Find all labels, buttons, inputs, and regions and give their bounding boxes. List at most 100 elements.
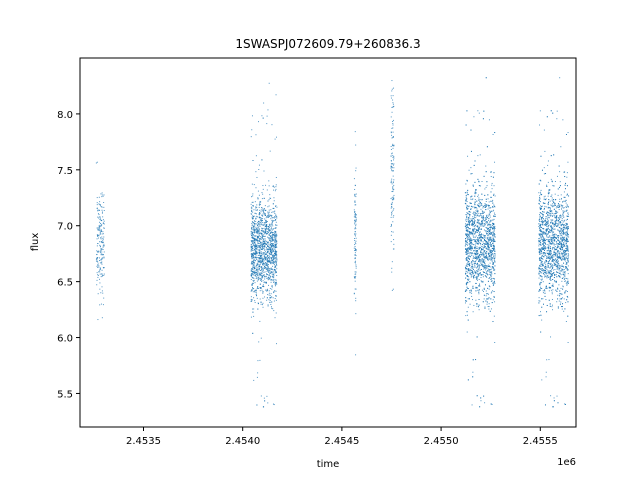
data-point — [487, 228, 489, 230]
data-point — [480, 244, 482, 246]
data-point — [492, 206, 494, 208]
data-point — [493, 268, 495, 270]
data-point — [484, 307, 486, 309]
data-point — [355, 223, 357, 225]
data-point — [465, 203, 467, 205]
data-point — [482, 237, 484, 239]
data-point — [392, 103, 394, 105]
data-point — [487, 298, 489, 300]
data-point — [265, 268, 267, 270]
data-point — [564, 271, 566, 273]
data-point — [493, 262, 495, 264]
data-point — [265, 240, 267, 242]
data-point — [255, 155, 257, 157]
data-point — [482, 219, 484, 221]
data-point — [98, 196, 100, 198]
data-point — [272, 225, 274, 227]
data-point — [257, 229, 259, 231]
data-point — [480, 203, 482, 205]
data-point — [566, 194, 568, 196]
data-point — [487, 249, 489, 251]
data-point — [251, 255, 253, 257]
data-point — [475, 260, 477, 262]
data-point — [466, 216, 468, 218]
data-point — [271, 307, 273, 309]
data-point — [472, 311, 474, 313]
data-point — [97, 263, 99, 265]
data-point — [276, 268, 278, 270]
data-point — [272, 245, 274, 247]
data-point — [468, 224, 470, 226]
data-point — [480, 400, 482, 402]
data-point — [265, 281, 267, 283]
data-point — [97, 235, 99, 237]
data-point — [464, 290, 466, 292]
data-point — [263, 207, 265, 209]
data-point — [100, 238, 102, 240]
data-point — [481, 220, 483, 222]
data-point — [268, 246, 270, 248]
data-point — [258, 236, 260, 238]
data-point — [262, 263, 264, 265]
data-point — [251, 223, 253, 225]
data-point — [471, 218, 473, 220]
data-point — [472, 184, 474, 186]
data-point — [265, 262, 267, 264]
data-point — [490, 220, 492, 222]
data-point — [558, 252, 560, 254]
data-point — [275, 246, 277, 248]
data-point — [268, 274, 270, 276]
data-point — [466, 268, 468, 270]
data-point — [476, 222, 478, 224]
data-point — [254, 239, 256, 241]
data-point — [274, 260, 276, 262]
data-point — [472, 299, 474, 301]
data-point — [478, 222, 480, 224]
data-point — [484, 194, 486, 196]
data-point — [551, 273, 553, 275]
data-point — [490, 257, 492, 259]
data-point — [483, 298, 485, 300]
data-point — [264, 256, 266, 258]
data-point — [472, 259, 474, 261]
data-point — [480, 224, 482, 226]
data-point — [260, 220, 262, 222]
data-point — [467, 250, 469, 252]
data-point — [483, 235, 485, 237]
data-point — [102, 222, 104, 224]
data-point — [254, 253, 256, 255]
data-point — [485, 209, 487, 211]
data-point — [255, 290, 257, 292]
data-point — [97, 210, 99, 212]
data-point — [475, 282, 477, 284]
data-point — [257, 271, 259, 273]
data-point — [490, 280, 492, 282]
data-point — [478, 240, 480, 242]
data-point — [272, 261, 274, 263]
data-point — [98, 235, 100, 237]
data-point — [465, 214, 467, 216]
data-point — [561, 223, 563, 225]
data-point — [476, 207, 478, 209]
data-point — [468, 240, 470, 242]
data-point — [393, 194, 395, 196]
data-point — [390, 145, 392, 147]
data-point — [491, 188, 493, 190]
data-point — [354, 231, 356, 233]
data-point — [473, 250, 475, 252]
data-point — [252, 291, 254, 293]
data-point — [473, 211, 475, 213]
data-point — [474, 248, 476, 250]
data-point — [266, 258, 268, 260]
data-point — [273, 239, 275, 241]
data-point — [472, 198, 474, 200]
data-point — [257, 226, 259, 228]
data-point — [97, 229, 99, 231]
data-point — [275, 253, 277, 255]
data-point — [465, 238, 467, 240]
data-point — [475, 258, 477, 260]
data-point — [260, 303, 262, 305]
data-point — [253, 259, 255, 261]
data-point — [468, 169, 470, 171]
data-point — [261, 227, 263, 229]
